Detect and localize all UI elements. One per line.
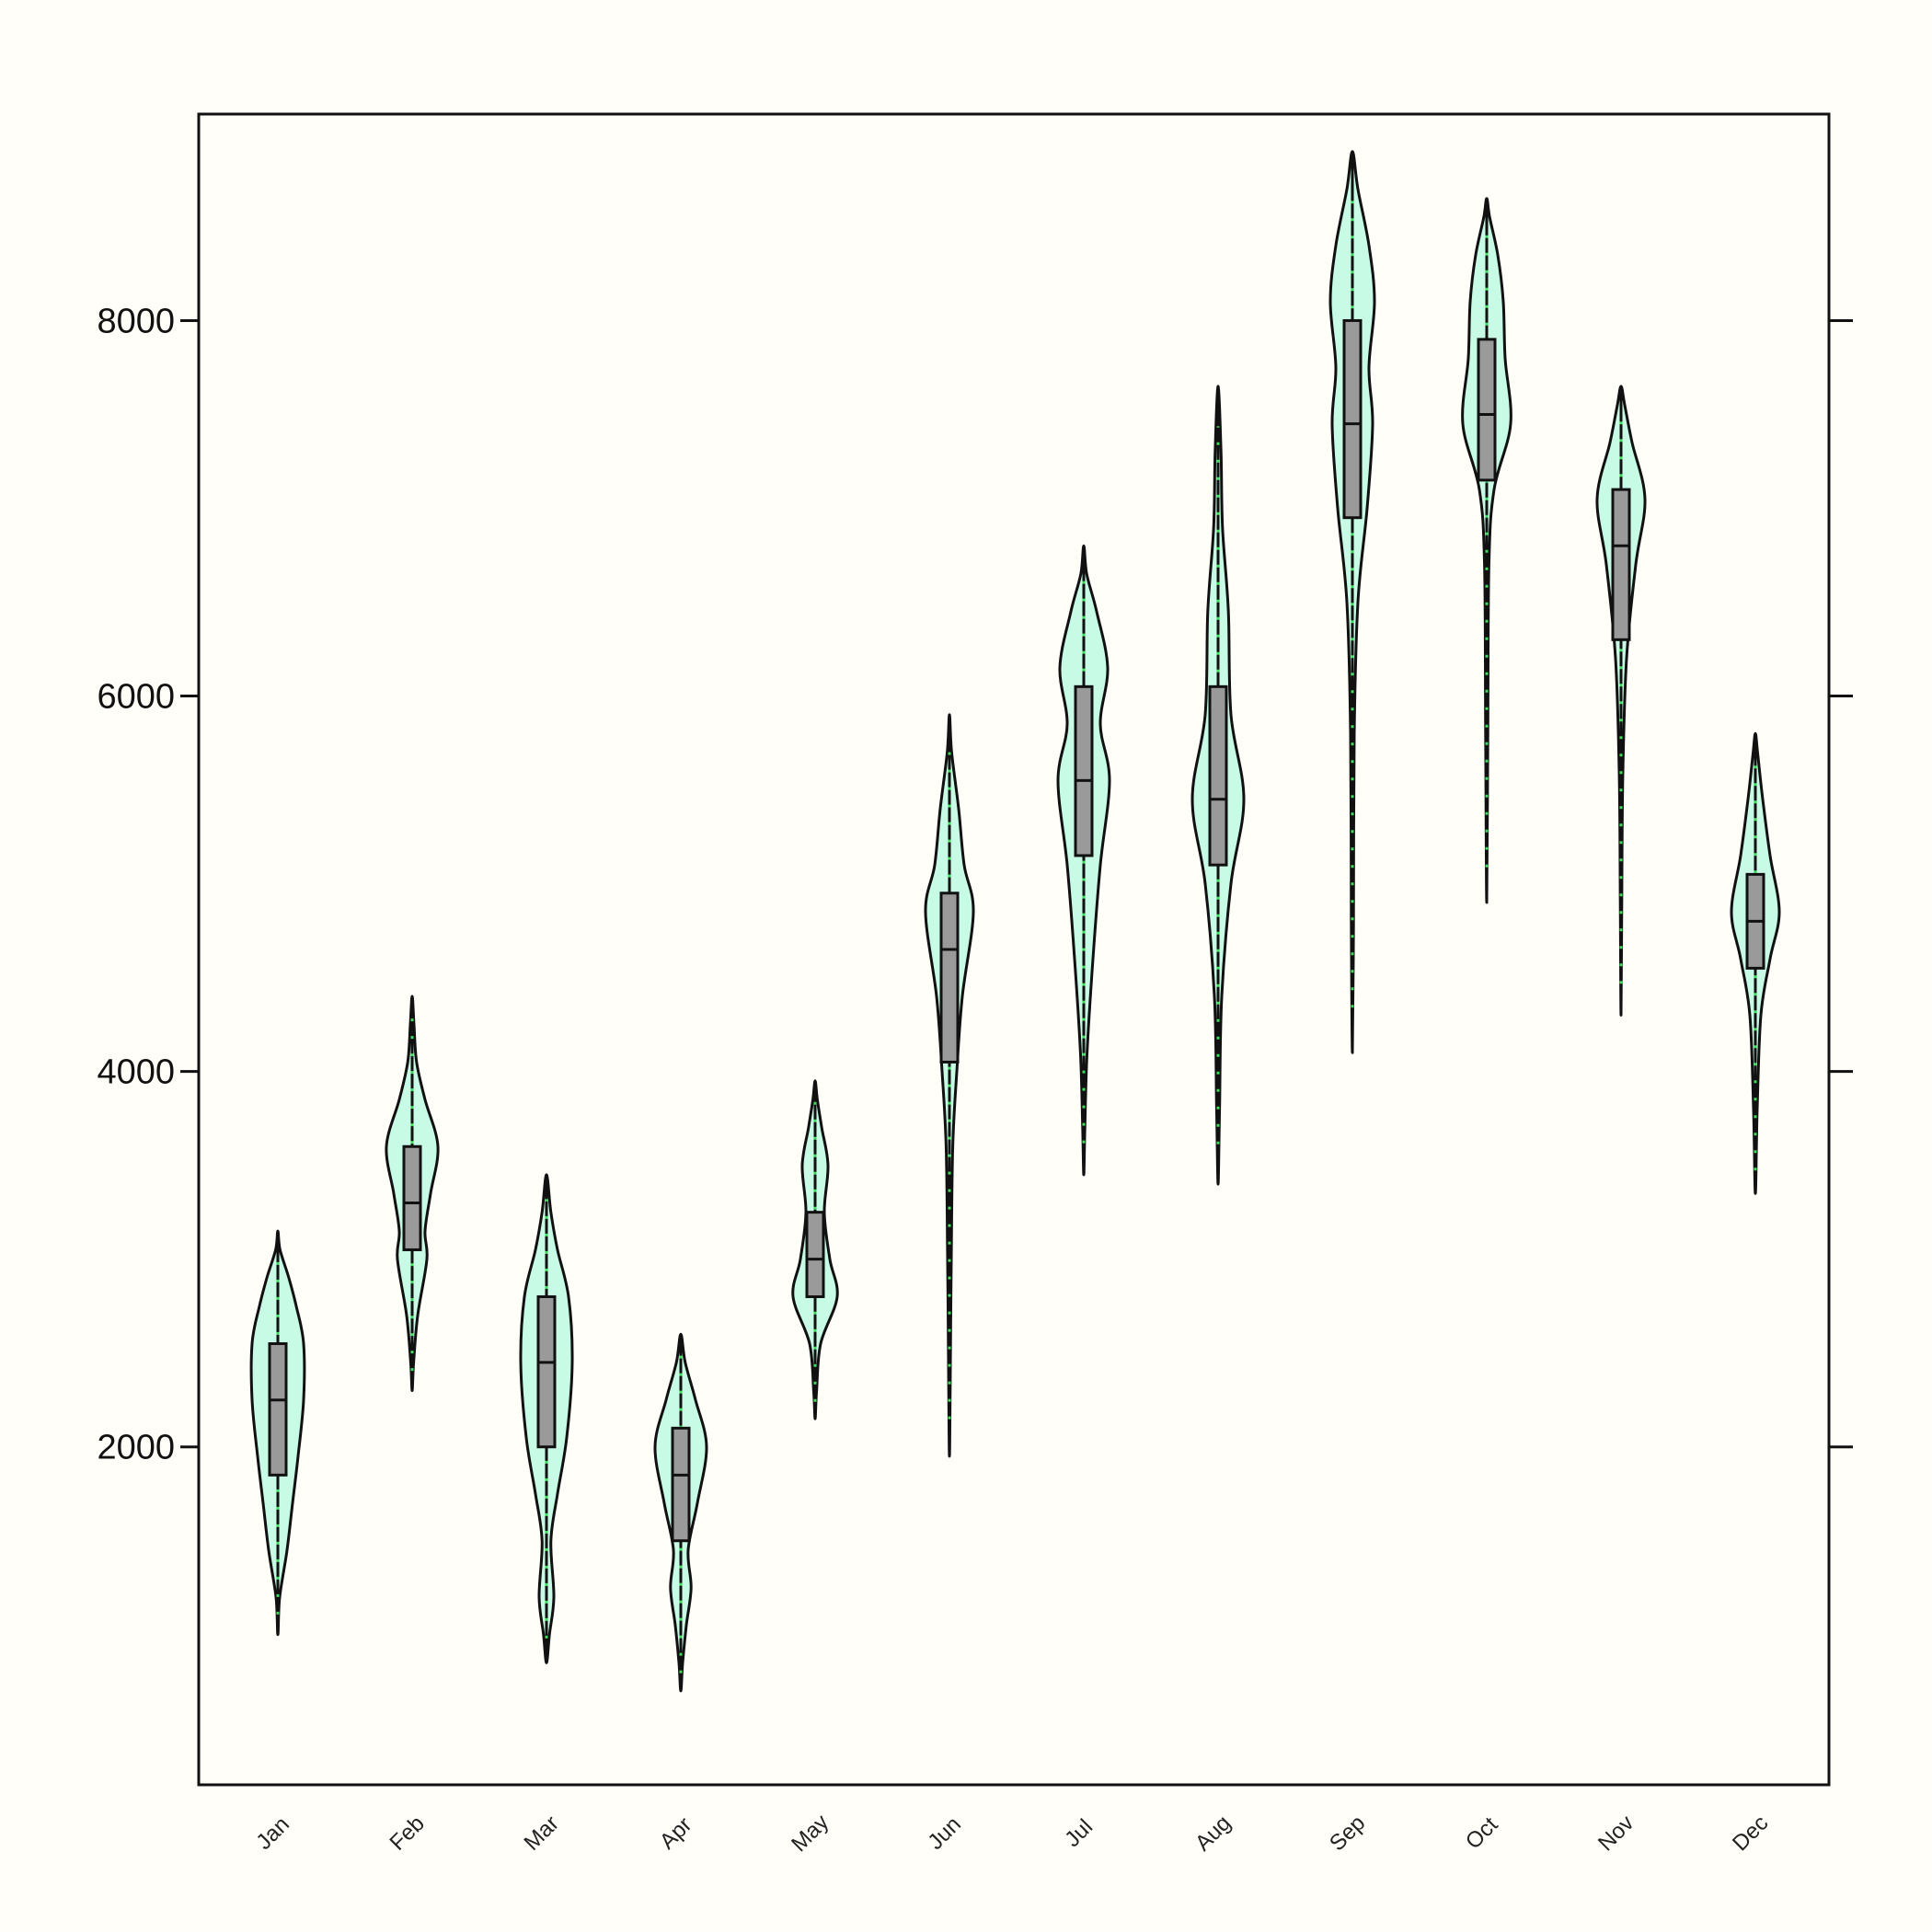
y-axis: 2000 4000 6000 8000 xyxy=(97,302,1853,1467)
violin-box xyxy=(536,1294,557,1449)
violin-sep xyxy=(1328,150,1376,1054)
x-tick-label-jan: Jan xyxy=(251,1811,293,1854)
violin-box xyxy=(671,1426,691,1543)
violin-box xyxy=(1477,338,1497,482)
x-tick-label-nov: Nov xyxy=(1593,1811,1639,1856)
violin-box xyxy=(1208,684,1228,867)
x-tick-label-apr: Apr xyxy=(655,1812,697,1855)
x-tick-label-sep: Sep xyxy=(1325,1811,1370,1856)
y-tick-label: 6000 xyxy=(97,678,175,717)
violin-box xyxy=(268,1341,288,1477)
violin-mar xyxy=(519,1173,574,1664)
x-tick-label-dec: Dec xyxy=(1728,1811,1773,1856)
violin-box xyxy=(1611,488,1631,641)
violin-layer xyxy=(249,150,1781,1693)
violin-box xyxy=(1074,684,1094,857)
y-tick-label: 2000 xyxy=(97,1429,175,1467)
x-tick-label-aug: Aug xyxy=(1190,1811,1236,1856)
x-tick-label-mar: Mar xyxy=(520,1811,564,1856)
plot-frame xyxy=(197,112,1831,1787)
x-tick-label-feb: Feb xyxy=(385,1811,430,1856)
violin-feb xyxy=(385,995,440,1392)
x-tick-label-oct: Oct xyxy=(1461,1812,1503,1855)
violin-box xyxy=(939,891,960,1064)
violin-oct xyxy=(1461,197,1512,904)
violin-box xyxy=(402,1144,422,1251)
violin-dec xyxy=(1730,731,1781,1195)
x-tick-label-jul: Jul xyxy=(1060,1814,1098,1852)
violin-jun xyxy=(924,713,975,1458)
violin-aug xyxy=(1190,385,1246,1186)
x-tick-label-may: May xyxy=(787,1810,834,1857)
violin-jan xyxy=(249,1229,306,1637)
x-axis: Jan Feb Mar Apr May Jun Jul Aug Sep Oct Nov Dec xyxy=(251,1810,1773,1857)
y-tick-label: 8000 xyxy=(97,302,175,340)
violin-may xyxy=(791,1079,839,1420)
violin-jul xyxy=(1056,544,1111,1177)
violin-box xyxy=(1342,318,1363,520)
x-tick-label-jun: Jun xyxy=(923,1811,965,1854)
violin-box xyxy=(805,1211,825,1298)
violin-nov xyxy=(1595,385,1647,1017)
violin-apr xyxy=(653,1332,708,1693)
y-tick-label: 4000 xyxy=(97,1053,175,1092)
